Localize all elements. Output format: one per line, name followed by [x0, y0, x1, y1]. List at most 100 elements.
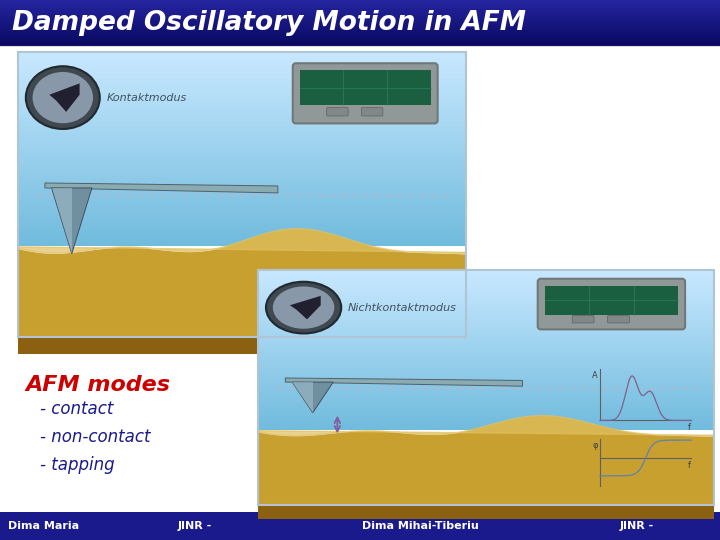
Bar: [0, 31, 720, 32]
Bar: [258, 322, 714, 325]
Bar: [258, 368, 714, 370]
Bar: [0, 27, 720, 28]
Bar: [258, 382, 714, 384]
Bar: [0, 25, 720, 26]
Bar: [18, 120, 466, 123]
Bar: [0, 42, 720, 43]
Bar: [258, 362, 714, 364]
Ellipse shape: [273, 286, 334, 329]
Bar: [258, 396, 714, 399]
Bar: [0, 20, 720, 21]
Bar: [18, 144, 466, 147]
Bar: [18, 55, 466, 57]
Bar: [258, 348, 714, 350]
Bar: [0, 17, 720, 18]
Polygon shape: [18, 228, 466, 254]
Polygon shape: [258, 416, 714, 436]
Bar: [258, 308, 714, 310]
Bar: [18, 166, 466, 169]
Bar: [18, 200, 466, 202]
Bar: [258, 372, 714, 374]
Bar: [258, 290, 714, 293]
Bar: [18, 202, 466, 205]
Bar: [18, 195, 466, 198]
Bar: [258, 398, 714, 400]
Bar: [18, 86, 466, 89]
Bar: [18, 137, 466, 140]
Bar: [18, 214, 466, 217]
Bar: [258, 424, 714, 426]
Bar: [18, 52, 466, 337]
Bar: [18, 244, 466, 246]
Bar: [0, 29, 720, 30]
Bar: [18, 146, 466, 150]
Bar: [18, 127, 466, 130]
Bar: [18, 192, 466, 195]
Bar: [258, 428, 714, 430]
Bar: [18, 212, 466, 215]
Bar: [0, 13, 720, 14]
Bar: [0, 45, 720, 46]
Bar: [0, 41, 720, 42]
Bar: [0, 35, 720, 36]
Bar: [0, 10, 720, 11]
Bar: [258, 346, 714, 348]
Bar: [18, 91, 466, 93]
Bar: [258, 296, 714, 299]
Bar: [0, 30, 720, 31]
Bar: [258, 274, 714, 276]
Bar: [258, 276, 714, 279]
Bar: [18, 231, 466, 234]
Bar: [18, 134, 466, 137]
Bar: [258, 342, 714, 345]
Bar: [258, 416, 714, 418]
Bar: [258, 340, 714, 342]
Bar: [258, 374, 714, 376]
Bar: [258, 294, 714, 296]
Bar: [0, 28, 720, 29]
Bar: [0, 21, 720, 22]
Bar: [258, 338, 714, 340]
Bar: [258, 390, 714, 393]
Bar: [18, 66, 466, 70]
Bar: [18, 224, 466, 227]
Text: f: f: [688, 423, 691, 433]
Bar: [0, 18, 720, 19]
Bar: [18, 205, 466, 207]
Bar: [18, 81, 466, 84]
Bar: [18, 71, 466, 75]
Bar: [258, 302, 714, 305]
Bar: [18, 226, 466, 230]
Bar: [18, 210, 466, 212]
Bar: [258, 426, 714, 428]
Bar: [0, 4, 720, 5]
Bar: [18, 161, 466, 164]
Bar: [0, 1, 720, 2]
Bar: [258, 306, 714, 308]
Bar: [258, 330, 714, 333]
Bar: [258, 286, 714, 288]
Bar: [258, 386, 714, 388]
Bar: [258, 376, 714, 379]
Polygon shape: [50, 83, 80, 112]
Bar: [0, 11, 720, 12]
Bar: [18, 236, 466, 239]
Bar: [0, 36, 720, 37]
Bar: [258, 318, 714, 320]
Bar: [18, 164, 466, 166]
Bar: [18, 110, 466, 113]
Bar: [0, 15, 720, 16]
Bar: [258, 300, 714, 302]
Bar: [18, 57, 466, 60]
Bar: [0, 26, 720, 27]
Text: f: f: [688, 461, 691, 470]
Bar: [0, 9, 720, 10]
Bar: [18, 197, 466, 200]
Text: AFM modes: AFM modes: [25, 375, 170, 395]
Polygon shape: [292, 382, 312, 413]
Bar: [18, 154, 466, 157]
Bar: [0, 19, 720, 20]
Bar: [0, 40, 720, 41]
Bar: [258, 326, 714, 328]
Bar: [258, 310, 714, 313]
